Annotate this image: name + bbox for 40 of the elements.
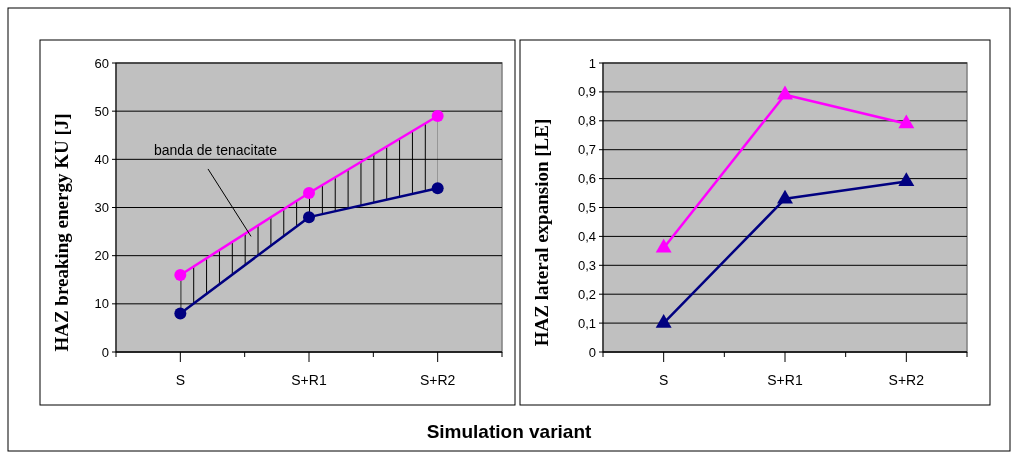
annotation: banda de tenacitate [154, 141, 278, 158]
point [174, 268, 187, 281]
x-tick-label: S+R2 [888, 372, 925, 388]
y-tick-label: 20 [94, 248, 109, 264]
y-tick-label: 0,4 [577, 228, 596, 244]
point [303, 187, 315, 200]
y-tick-label: 40 [94, 151, 109, 167]
y-tick-label: 1 [588, 55, 596, 71]
y-tick-label: 10 [94, 296, 109, 312]
x-tick-label: S [175, 372, 186, 388]
y-tick-label: 0 [588, 344, 596, 360]
y-tick-label: 0,5 [577, 200, 596, 216]
point [655, 313, 672, 328]
y-tick-label: 0,6 [577, 171, 596, 187]
y-tick-label: 50 [94, 103, 109, 119]
y-tick-label: 0,2 [577, 286, 596, 302]
point [898, 114, 915, 129]
x-axis-title: Simulation variant [426, 421, 593, 442]
point [898, 172, 915, 187]
y-tick-label: 0,7 [577, 142, 596, 158]
y-tick-label: 60 [94, 55, 109, 71]
point [655, 238, 672, 253]
point [303, 211, 315, 224]
y-axis-title: HAZ lateral expansion [LE] [531, 118, 552, 347]
y-tick-label: 0,3 [577, 257, 596, 273]
point [777, 189, 793, 204]
point [777, 85, 793, 100]
y-tick-label: 30 [94, 200, 109, 216]
point [431, 109, 444, 122]
x-tick-label: S+R1 [291, 372, 327, 388]
y-axis-title: HAZ breaking energy KU [J] [51, 113, 72, 352]
y-tick-label: 0 [101, 344, 109, 360]
y-tick-label: 0,9 [577, 84, 596, 100]
x-tick-label: S+R1 [767, 372, 803, 388]
point [174, 307, 187, 320]
y-tick-label: 0,8 [577, 113, 596, 129]
point [431, 182, 444, 195]
x-tick-label: S+R2 [419, 372, 456, 388]
y-tick-label: 0,1 [577, 315, 596, 331]
x-tick-label: S [658, 372, 669, 388]
